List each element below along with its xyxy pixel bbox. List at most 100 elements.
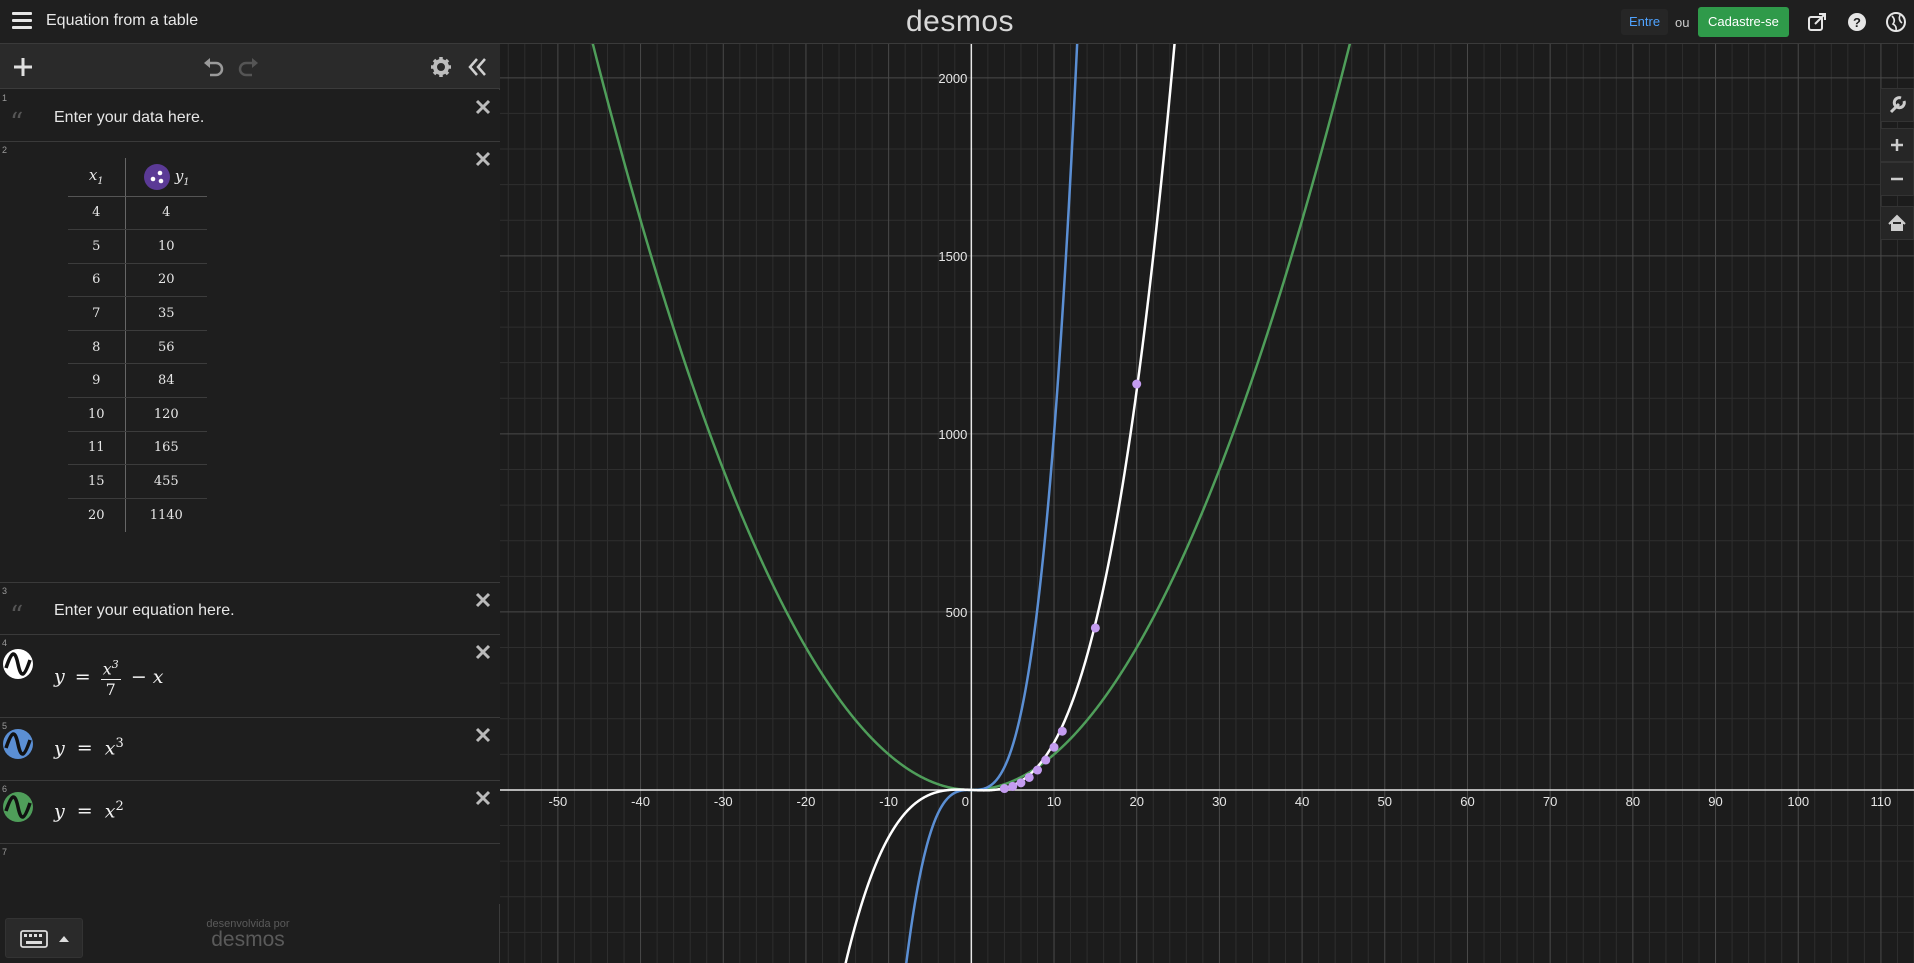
zoom-out-button[interactable]	[1880, 162, 1914, 196]
caret-up-icon	[59, 936, 69, 942]
table-cell-x[interactable]: 9	[68, 363, 126, 399]
curve-color-icon[interactable]	[2, 728, 34, 760]
table-header-y[interactable]: y1	[125, 158, 207, 197]
delete-expression-icon[interactable]	[474, 726, 492, 744]
note-text[interactable]: Enter your data here.	[54, 109, 205, 126]
expression-index: 5	[2, 721, 8, 731]
table-cell-x[interactable]: 11	[68, 431, 126, 466]
x-tick-label: 40	[1295, 794, 1309, 809]
table-cell-y[interactable]: 120	[125, 397, 207, 432]
table-row: 7 35	[68, 296, 207, 331]
redo-icon[interactable]	[236, 54, 262, 80]
point-style-icon[interactable]	[143, 163, 171, 191]
table-cell-x[interactable]: 5	[68, 229, 126, 264]
or-label: ou	[1675, 15, 1690, 30]
data-point[interactable]	[999, 784, 1009, 794]
axes	[500, 44, 1914, 963]
data-point[interactable]	[1090, 623, 1100, 633]
delete-expression-icon[interactable]	[474, 98, 492, 116]
x-tick-label: 90	[1708, 794, 1722, 809]
data-point[interactable]	[1049, 742, 1059, 752]
expression-new-7[interactable]: 7	[0, 844, 500, 904]
undo-icon[interactable]	[200, 54, 226, 80]
table-cell-y[interactable]: 455	[125, 464, 207, 499]
y-tick-label: 1500	[938, 249, 967, 264]
delete-expression-icon[interactable]	[474, 643, 492, 661]
data-point[interactable]	[1132, 379, 1142, 389]
table-cell-y[interactable]: 1140	[149, 507, 183, 523]
powered-by-text: desenvolvida por	[206, 918, 290, 930]
graph-plot[interactable]: -50 -40 -30 -20 -10 0 10 20 30 40 50 60 70 80 90 100 110…	[500, 44, 1914, 963]
table-cell-x[interactable]: 7	[68, 296, 126, 331]
default-view-button[interactable]	[1880, 206, 1914, 240]
graph-title[interactable]: Equation from a table	[46, 12, 199, 29]
curve-color-icon[interactable]	[2, 648, 34, 680]
data-point[interactable]	[1057, 726, 1067, 736]
table-cell-y[interactable]: 35	[125, 296, 207, 331]
note-quote-icon: “	[10, 108, 24, 138]
delete-expression-icon[interactable]	[474, 591, 492, 609]
x-tick-label: 80	[1626, 794, 1640, 809]
table-header-x[interactable]: x1	[68, 158, 126, 197]
expression-note-1[interactable]: 1 “ Enter your data here.	[0, 90, 500, 142]
expression-index: 3	[2, 586, 8, 596]
grid-minor	[500, 44, 1914, 963]
x-tick-label: 20	[1129, 794, 1143, 809]
delete-expression-icon[interactable]	[474, 789, 492, 807]
table-cell-x[interactable]: 20	[68, 498, 126, 532]
globe-icon[interactable]	[1885, 11, 1907, 33]
graph-canvas[interactable]: -50 -40 -30 -20 -10 0 10 20 30 40 50 60 70 80 90 100 110…	[500, 44, 1914, 963]
share-icon[interactable]	[1806, 11, 1828, 33]
x-tick-label: 30	[1212, 794, 1226, 809]
zoom-in-button[interactable]	[1880, 128, 1914, 162]
table-cell-x[interactable]: 10	[68, 397, 126, 432]
curve-x-cubed-over-7-minus-x[interactable]	[682, 44, 1284, 963]
x-tick-label: -10	[879, 794, 898, 809]
data-point[interactable]	[1008, 781, 1018, 791]
expression-toolbar	[0, 44, 500, 89]
collapse-panel-icon[interactable]	[464, 54, 490, 80]
expression-note-3[interactable]: 3 “ Enter your equation here.	[0, 583, 500, 635]
x-tick-label: 60	[1460, 794, 1474, 809]
x-tick-label: 100	[1787, 794, 1809, 809]
x-tick-label: 50	[1378, 794, 1392, 809]
table-cell-x[interactable]: 6	[68, 263, 126, 298]
data-point[interactable]	[1032, 765, 1042, 775]
table-cell-y[interactable]: 10	[125, 229, 207, 264]
expression-table-2[interactable]: 2 x1 y1 4 4 5 10 6 20 7 35 8 56 9 84 10 120 11 165 15	[0, 142, 500, 669]
table-cell-y[interactable]: 56	[125, 330, 207, 365]
table-cell-x[interactable]: 15	[68, 464, 126, 499]
login-button[interactable]: Entre	[1621, 9, 1669, 35]
expression-math[interactable]: y = x2	[54, 799, 124, 823]
settings-icon[interactable]	[428, 54, 454, 80]
x-tick-label: 110	[1871, 794, 1892, 809]
table-cell-x[interactable]: 8	[68, 330, 126, 365]
expression-6[interactable]: 6 y = x2	[0, 781, 500, 844]
table-cell-y[interactable]: 84	[125, 363, 207, 399]
signup-button[interactable]: Cadastre-se	[1698, 7, 1789, 37]
expression-4[interactable]: 4 y = x3 7 − x	[0, 635, 500, 718]
table-cell-y[interactable]: 20	[125, 263, 207, 298]
delete-expression-icon[interactable]	[474, 150, 492, 168]
table-cell-y[interactable]: 4	[125, 196, 207, 231]
expression-math[interactable]: y = x3 7 − x	[54, 655, 164, 700]
table-cell-y[interactable]: 165	[125, 431, 207, 466]
curve-x-squared[interactable]	[500, 44, 1697, 792]
keyboard-toggle-button[interactable]	[5, 918, 83, 958]
data-point[interactable]	[1041, 755, 1051, 765]
table-row: 6 20	[68, 263, 207, 298]
wrench-icon	[1889, 96, 1906, 114]
menu-icon[interactable]	[12, 12, 32, 30]
add-icon[interactable]	[10, 54, 36, 80]
y-tick-label: 1000	[938, 427, 967, 442]
expression-math[interactable]: y = x3	[54, 736, 124, 760]
table-cell-x[interactable]: 4	[68, 196, 126, 231]
graph-settings-button[interactable]	[1880, 88, 1914, 122]
data-point[interactable]	[1024, 772, 1034, 782]
x-tick-label: -40	[631, 794, 650, 809]
help-icon[interactable]: ?	[1846, 11, 1868, 33]
expression-5[interactable]: 5 y = x3	[0, 718, 500, 781]
curve-color-icon[interactable]	[2, 791, 34, 823]
data-point[interactable]	[1016, 778, 1026, 788]
note-text[interactable]: Enter your equation here.	[54, 602, 235, 619]
